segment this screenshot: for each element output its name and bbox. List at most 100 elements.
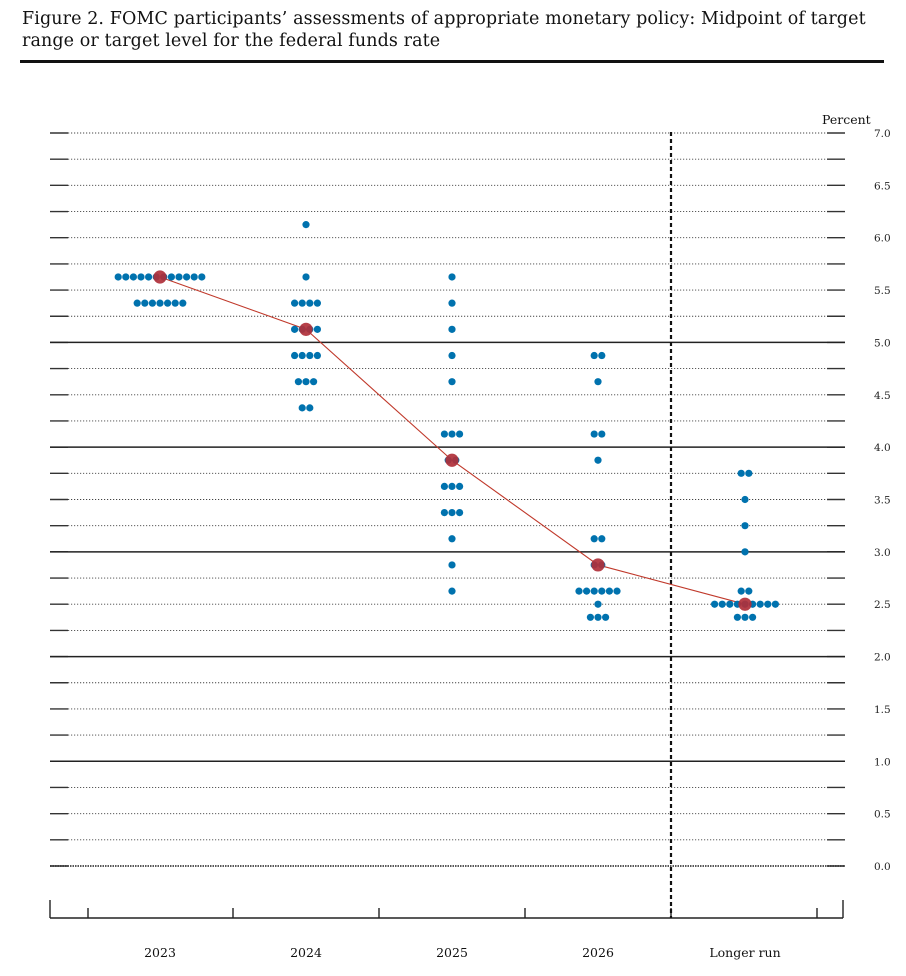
participant-dot bbox=[302, 221, 310, 229]
median-dot bbox=[445, 453, 459, 467]
y-axis-label: Percent bbox=[822, 112, 871, 127]
participant-dot bbox=[594, 378, 602, 386]
median-dot bbox=[591, 558, 605, 572]
participant-dot bbox=[598, 587, 606, 595]
participant-dot bbox=[183, 273, 191, 281]
participant-dot bbox=[448, 482, 456, 491]
participant-dot bbox=[145, 273, 153, 281]
participant-dot bbox=[306, 299, 314, 307]
participant-dot bbox=[594, 600, 602, 608]
median-dot bbox=[738, 597, 752, 611]
participant-dot bbox=[310, 378, 318, 386]
participant-dot bbox=[298, 404, 306, 412]
participant-dot bbox=[298, 351, 306, 360]
participant-dot bbox=[148, 299, 156, 307]
participant-dot bbox=[598, 430, 606, 438]
y-tick-labels: 0.0 0.5 1.0 1.5 2.0 2.5 3.0 3.5 4.0 4.5 5.0 5.5 6.0 6… bbox=[874, 128, 891, 873]
participant-dot bbox=[594, 613, 602, 621]
participant-dot bbox=[745, 469, 753, 477]
participant-dot bbox=[771, 600, 780, 608]
participant-dot bbox=[313, 325, 321, 333]
y-tick-label: 1.0 bbox=[874, 756, 891, 768]
participant-dot bbox=[448, 351, 456, 360]
y-tick-label: 3.5 bbox=[874, 495, 891, 507]
y-tick-label: 2.5 bbox=[874, 599, 891, 611]
participant-dot bbox=[141, 299, 149, 307]
participant-dot bbox=[190, 273, 198, 281]
participant-dot bbox=[129, 273, 137, 281]
participant-dot bbox=[179, 299, 187, 307]
figure-title: Figure 2. FOMC participants’ assessments… bbox=[22, 9, 866, 51]
participant-dot bbox=[175, 273, 183, 281]
participant-dot bbox=[448, 561, 456, 569]
participant-dot bbox=[737, 469, 745, 477]
participant-dot bbox=[741, 495, 749, 504]
participant-dot bbox=[164, 299, 172, 307]
participant-dot bbox=[590, 535, 598, 543]
title-rule bbox=[20, 60, 884, 63]
participant-dot bbox=[302, 273, 310, 281]
participant-dot bbox=[590, 351, 598, 360]
y-tick-label: 1.5 bbox=[874, 704, 891, 716]
x-category-labels: 2023 2024 2025 2026 Longer run bbox=[144, 945, 781, 960]
x-category-label: 2024 bbox=[290, 945, 322, 960]
participant-dot bbox=[456, 482, 464, 491]
participant-dot bbox=[198, 273, 206, 281]
participant-dot bbox=[302, 378, 310, 386]
x-category-label: 2025 bbox=[436, 945, 468, 960]
participant-dot bbox=[741, 613, 749, 621]
y-tick-label: 7.0 bbox=[874, 128, 891, 140]
participant-dot bbox=[313, 351, 321, 360]
y-tick-label: 4.5 bbox=[874, 390, 891, 402]
participant-dot bbox=[741, 522, 749, 530]
participant-dot bbox=[294, 378, 302, 386]
participant-dot bbox=[594, 456, 602, 464]
participant-dot bbox=[291, 351, 299, 360]
participant-dot bbox=[306, 404, 314, 412]
participant-dot bbox=[586, 613, 595, 621]
participant-dot bbox=[291, 299, 299, 307]
y-tick-label: 3.0 bbox=[874, 547, 891, 559]
y-tick-label: 2.0 bbox=[874, 652, 891, 664]
participant-dot bbox=[448, 299, 456, 307]
y-tick-label: 4.0 bbox=[874, 442, 891, 454]
participant-dot bbox=[764, 600, 772, 608]
participant-dot bbox=[114, 273, 122, 281]
participant-dot bbox=[456, 508, 464, 517]
x-category-label: 2023 bbox=[144, 945, 176, 960]
participant-dot bbox=[448, 325, 456, 333]
y-tick-label: 6.5 bbox=[874, 180, 891, 192]
participant-dot bbox=[122, 273, 130, 281]
participant-dot bbox=[756, 600, 764, 608]
y-tick-label: 5.0 bbox=[874, 337, 891, 349]
participant-dot bbox=[133, 299, 141, 307]
participant-dot bbox=[575, 587, 583, 595]
participant-dot bbox=[448, 508, 456, 517]
participant-dot bbox=[733, 613, 742, 621]
participant-dot bbox=[726, 600, 734, 608]
participant-dot bbox=[313, 299, 321, 307]
participant-dot bbox=[598, 535, 606, 543]
participant-dot bbox=[718, 600, 726, 608]
participant-dot bbox=[440, 508, 448, 517]
y-tick-label: 6.0 bbox=[874, 233, 891, 245]
participant-dot bbox=[298, 299, 306, 307]
participant-dot bbox=[590, 430, 598, 438]
y-tick-label: 0.0 bbox=[874, 861, 891, 873]
participant-dot bbox=[741, 548, 749, 556]
x-axis bbox=[49, 900, 844, 919]
participant-dot bbox=[605, 587, 614, 595]
participant-dot bbox=[448, 273, 456, 281]
participant-dot bbox=[749, 613, 757, 621]
x-category-label: 2026 bbox=[582, 945, 614, 960]
y-tick-label: 5.5 bbox=[874, 285, 891, 297]
participant-dot bbox=[737, 587, 745, 595]
participant-dot bbox=[440, 430, 448, 438]
y-tick-label: 0.5 bbox=[874, 809, 891, 821]
gridlines bbox=[50, 132, 845, 867]
participant-dot bbox=[156, 299, 164, 307]
participant-dot bbox=[583, 587, 591, 595]
participant-dot bbox=[711, 600, 719, 608]
participant-dot bbox=[598, 351, 606, 360]
